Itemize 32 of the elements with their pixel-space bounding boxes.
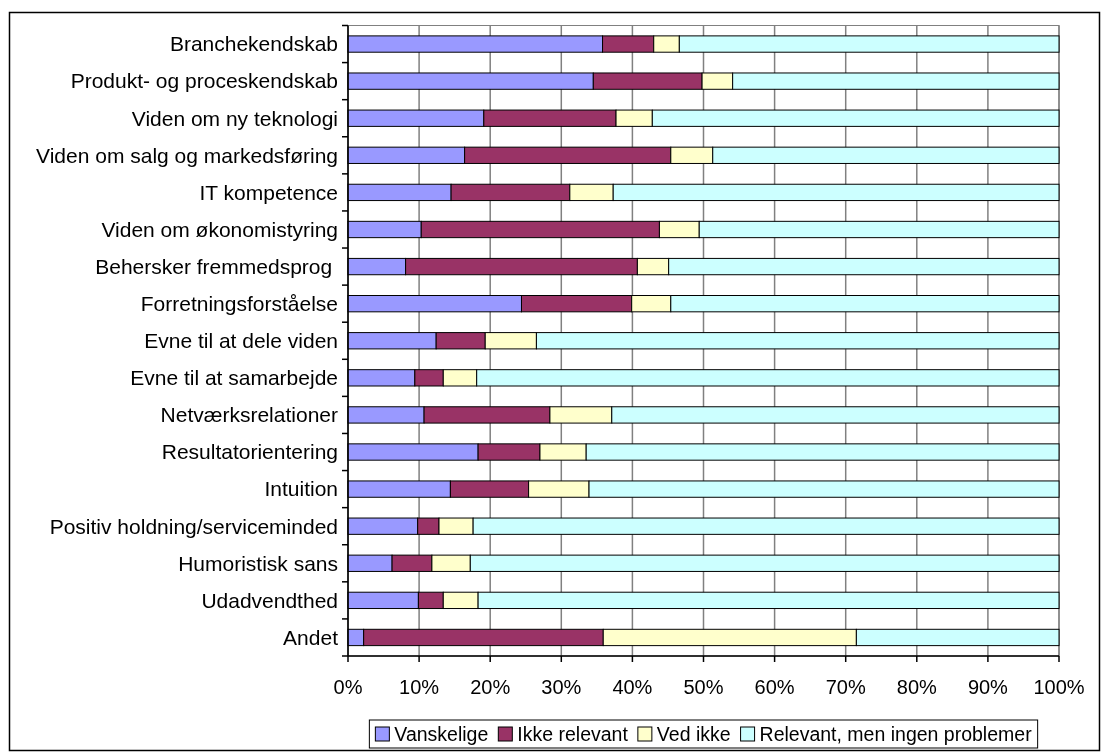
- x-tick-label: 80%: [896, 676, 938, 698]
- legend-label: Ikke relevant: [517, 722, 629, 745]
- y-tick-label: Behersker fremmedsprog: [95, 254, 338, 278]
- y-tick-label: Branchekendskab: [169, 32, 338, 56]
- y-tick-label: Forretningsforståelse: [140, 292, 338, 316]
- y-tick-label: Positiv holdning/serviceminded: [49, 514, 338, 538]
- y-tick-label: Andet: [283, 625, 339, 649]
- x-tick-label: 0%: [333, 676, 363, 698]
- x-tick-label: 40%: [612, 676, 653, 698]
- y-tick-label: Intuition: [264, 477, 338, 501]
- legend-label: Vanskelige: [394, 722, 489, 745]
- x-tick-label: 30%: [541, 676, 582, 698]
- x-tick-label: 100%: [1033, 676, 1085, 698]
- legend-label: Ved ikke: [656, 722, 731, 745]
- x-tick-label: 50%: [683, 676, 724, 698]
- y-tick-label: Viden om salg og markedsføring: [36, 143, 338, 167]
- y-tick-label: IT kompetence: [199, 180, 338, 204]
- x-tick-label: 60%: [754, 676, 795, 698]
- y-tick-label: Netværksrelationer: [160, 403, 338, 427]
- x-tick-label: 90%: [967, 676, 1009, 698]
- y-tick-label: Produkt- og proceskendskab: [70, 69, 338, 93]
- x-tick-label: 20%: [470, 676, 511, 698]
- legend-label: Relevant, men ingen problemer: [759, 722, 1033, 745]
- y-tick-label: Viden om økonomistyring: [101, 217, 338, 241]
- y-tick-label: Humoristisk sans: [178, 551, 338, 575]
- y-tick-label: Evne til at dele viden: [144, 329, 338, 353]
- x-tick-label: 10%: [399, 676, 440, 698]
- y-tick-label: Resultatorientering: [161, 440, 338, 464]
- y-tick-label: Viden om ny teknologi: [131, 106, 338, 130]
- y-tick-label: Udadvendthed: [201, 588, 338, 612]
- x-tick-label: 70%: [825, 676, 866, 698]
- y-tick-label: Evne til at samarbejde: [130, 366, 338, 390]
